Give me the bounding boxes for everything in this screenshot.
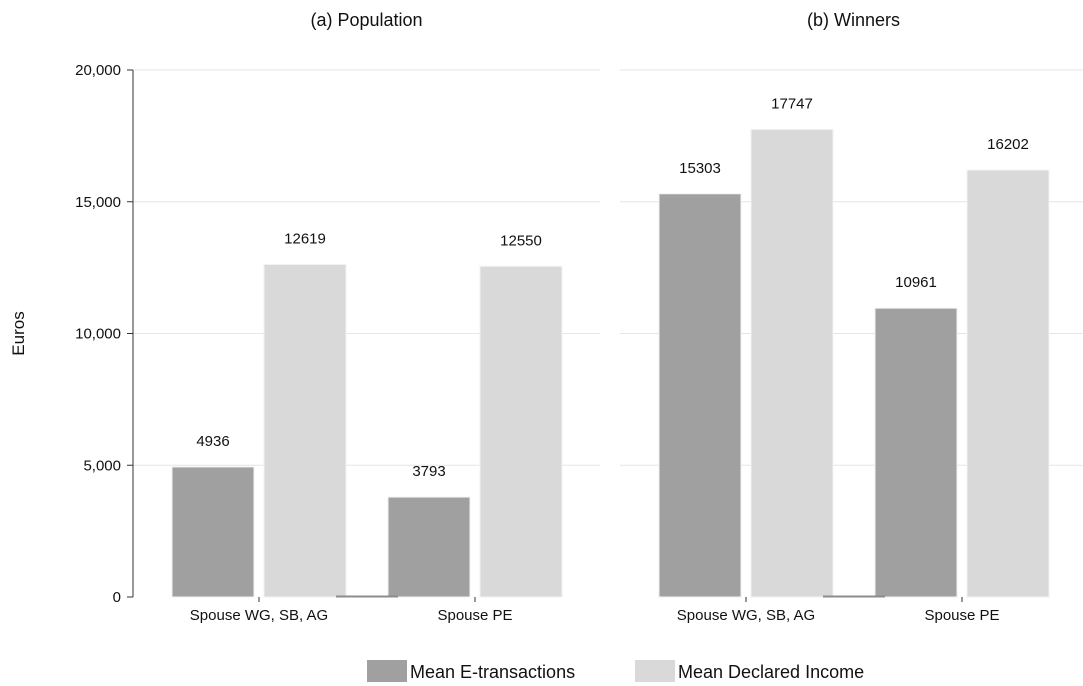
chart-panel: (a) Population 4936 12619 Spouse WG, SB, AG… [133,10,600,624]
bar-value-label: 12550 [500,232,542,249]
legend-label: Mean Declared Income [678,662,864,682]
bar [263,263,347,598]
bar [387,496,471,598]
bar-value-label: 16202 [987,136,1029,153]
y-tick-label: 5,000 [83,457,121,474]
chart-panel: (b) Winners 15303 17747 Spouse WG, SB, AG 10… [620,10,1083,624]
y-tick-label: 0 [113,589,121,606]
y-tick-label: 20,000 [75,62,121,79]
bar [966,169,1050,598]
x-tick-label: Spouse WG, SB, AG [677,607,815,624]
bar [874,307,958,598]
bar-value-label: 12619 [284,230,326,247]
bar [750,128,834,598]
x-tick-label: Spouse WG, SB, AG [190,607,328,624]
bar-value-label: 17747 [771,95,813,112]
bar [171,466,255,598]
bar [479,265,563,598]
panel-title: (b) Winners [807,10,900,30]
x-tick-label: Spouse PE [924,607,999,624]
bar-value-label: 15303 [679,160,721,177]
bar [658,193,742,598]
bar-value-label: 4936 [196,433,229,450]
x-tick-label: Spouse PE [437,607,512,624]
legend-swatch [635,660,675,682]
panel-title: (a) Population [310,10,422,30]
y-tick-label: 10,000 [75,326,121,343]
legend-swatch [367,660,407,682]
y-axis-title: Euros [9,311,28,355]
y-tick-label: 15,000 [75,194,121,211]
legend-label: Mean E-transactions [410,662,575,682]
bar-value-label: 3793 [412,463,445,480]
bar-value-label: 10961 [895,274,937,291]
